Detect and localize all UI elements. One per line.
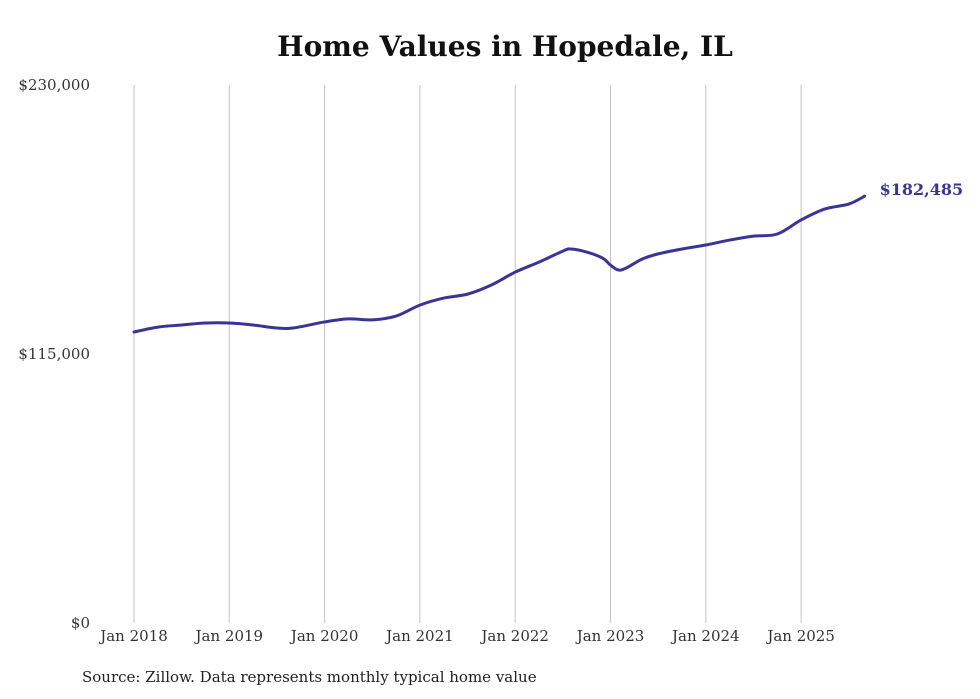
y-tick-label: $115,000 [18, 345, 90, 363]
end-value-label: $182,485 [880, 180, 964, 199]
chart-title: Home Values in Hopedale, IL [277, 30, 733, 63]
x-tick-label: Jan 2021 [384, 627, 454, 645]
y-tick-label: $230,000 [18, 76, 90, 94]
y-tick-label: $0 [71, 614, 90, 632]
x-tick-label: Jan 2018 [98, 627, 168, 645]
x-tick-label: Jan 2020 [289, 627, 359, 645]
series-line [132, 194, 867, 334]
x-tick-label: Jan 2025 [765, 627, 835, 645]
x-tick-label: Jan 2019 [194, 627, 264, 645]
source-note: Source: Zillow. Data represents monthly … [82, 668, 537, 686]
x-tick-label: Jan 2024 [670, 627, 740, 645]
x-tick-label: Jan 2023 [575, 627, 645, 645]
x-tick-label: Jan 2022 [479, 627, 549, 645]
